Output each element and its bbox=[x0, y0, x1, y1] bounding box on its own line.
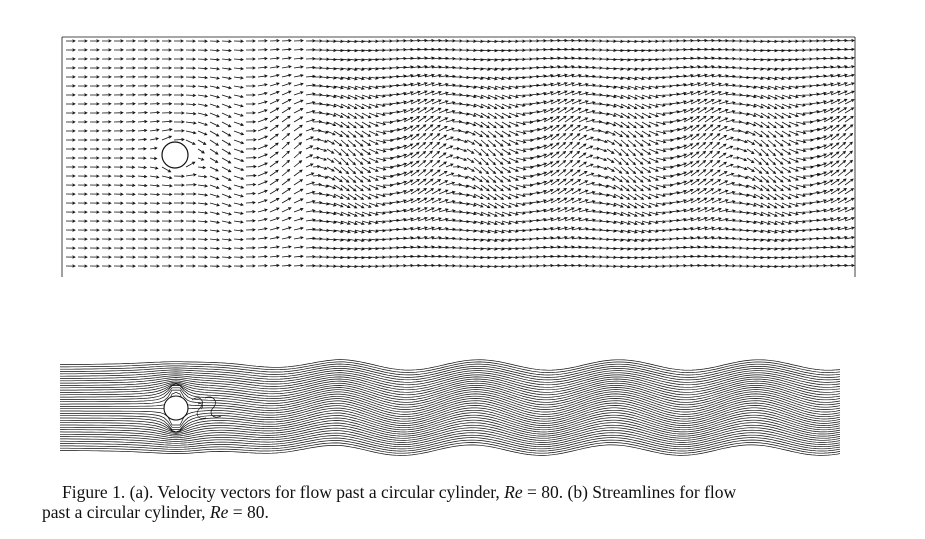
vector-row bbox=[65, 187, 855, 200]
streamline bbox=[60, 412, 841, 433]
vortex bbox=[204, 396, 222, 418]
streamline bbox=[60, 414, 841, 433]
streamline bbox=[60, 409, 841, 433]
caption-line: Figure 1. (a). Velocity vectors for flow… bbox=[62, 482, 736, 503]
vector-row bbox=[66, 150, 853, 166]
streamline bbox=[60, 361, 841, 373]
vector-row bbox=[65, 263, 855, 269]
streamline bbox=[60, 429, 841, 443]
vector-row bbox=[65, 207, 855, 217]
streamline bbox=[60, 434, 841, 448]
cylinder bbox=[161, 141, 189, 169]
vector-row bbox=[65, 73, 855, 81]
vector-row bbox=[65, 235, 855, 243]
streamline bbox=[60, 405, 841, 428]
vector-row bbox=[65, 124, 854, 138]
vector-row bbox=[65, 178, 854, 192]
vector-row bbox=[65, 56, 855, 62]
streamline bbox=[60, 419, 841, 435]
streamline bbox=[60, 427, 841, 441]
vector-row bbox=[65, 226, 855, 234]
caption-text: = 80. bbox=[228, 502, 269, 522]
streamline bbox=[60, 365, 841, 378]
vector-row bbox=[65, 65, 855, 71]
streamline bbox=[60, 407, 841, 430]
vector-row bbox=[65, 254, 855, 260]
streamline bbox=[60, 359, 841, 371]
streamline bbox=[60, 383, 841, 403]
vector-row bbox=[65, 38, 855, 44]
vector-row bbox=[65, 197, 855, 209]
vector-row bbox=[66, 141, 853, 157]
streamline bbox=[60, 376, 841, 391]
streamline bbox=[60, 370, 841, 383]
caption-symbol: Re bbox=[209, 502, 229, 522]
streamline bbox=[60, 402, 841, 426]
streamline bbox=[60, 442, 841, 454]
vector-row bbox=[65, 245, 855, 251]
streamline bbox=[60, 385, 841, 408]
caption-text: = 80. (b) Streamlines for flow bbox=[522, 482, 737, 502]
streamline bbox=[60, 380, 841, 396]
streamline bbox=[60, 439, 841, 452]
caption-symbol: Re bbox=[504, 482, 523, 502]
vector-row bbox=[65, 98, 855, 110]
vector-row bbox=[66, 168, 854, 183]
vector-row bbox=[65, 47, 855, 53]
streamline bbox=[60, 378, 841, 393]
streamline bbox=[60, 382, 841, 401]
streamline bbox=[60, 381, 841, 398]
vector-row bbox=[66, 159, 854, 175]
streamline bbox=[60, 389, 841, 413]
velocity-vectors bbox=[61, 36, 856, 277]
streamline bbox=[60, 387, 841, 410]
cylinder bbox=[163, 395, 189, 421]
vector-row bbox=[65, 115, 854, 129]
vortex bbox=[191, 397, 207, 419]
vector-row bbox=[65, 216, 855, 226]
streamline bbox=[59, 424, 841, 439]
vector-row bbox=[65, 107, 855, 119]
streamline bbox=[60, 374, 841, 388]
vector-row bbox=[65, 90, 855, 100]
streamline bbox=[60, 372, 841, 386]
streamline bbox=[59, 437, 841, 450]
figure bbox=[59, 36, 856, 456]
vector-row bbox=[65, 82, 855, 90]
caption-text: past a circular cylinder, bbox=[42, 502, 210, 522]
streamline bbox=[60, 363, 841, 376]
streamline bbox=[60, 444, 841, 456]
caption-line: past a circular cylinder, Re = 80. bbox=[42, 502, 269, 523]
streamline bbox=[60, 422, 841, 437]
vector-row bbox=[66, 132, 854, 148]
streamline bbox=[60, 432, 841, 445]
streamline bbox=[59, 367, 841, 381]
streamline bbox=[60, 383, 841, 406]
streamline bbox=[60, 400, 841, 418]
caption-text: Figure 1. (a). Velocity vectors for flow… bbox=[62, 482, 505, 502]
streamlines bbox=[59, 359, 841, 456]
streamline bbox=[60, 417, 841, 434]
streamline bbox=[60, 392, 841, 415]
